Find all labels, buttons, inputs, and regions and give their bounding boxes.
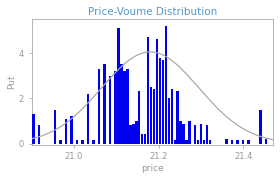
Bar [150,87,152,143]
Bar [165,26,167,143]
Bar [247,140,250,143]
Bar [242,140,244,143]
Bar [265,139,267,143]
X-axis label: price: price [141,164,164,173]
Bar [179,121,182,143]
Bar [117,28,120,143]
Bar [103,64,106,143]
Bar [132,124,135,143]
Bar [194,125,196,143]
Bar [200,124,202,143]
Bar [176,91,179,143]
Bar [87,94,89,143]
Bar [259,110,262,143]
Bar [159,58,161,143]
Bar [135,121,137,143]
Bar [120,64,123,143]
Title: Price-Voume Distribution: Price-Voume Distribution [88,7,217,17]
Bar [162,60,164,143]
Bar [123,71,126,143]
Bar [81,140,84,143]
Bar [188,121,191,143]
Bar [144,134,146,143]
Bar [231,140,233,143]
Bar [98,69,100,143]
Bar [138,91,141,143]
Bar [38,125,40,143]
Bar [147,37,149,143]
Bar [126,69,129,143]
Bar [32,114,35,143]
Bar [153,89,155,143]
Bar [236,140,239,143]
Bar [65,119,67,143]
Bar [174,140,176,143]
Y-axis label: Put: Put [7,75,16,89]
Bar [156,39,158,143]
Bar [197,140,199,143]
Bar [182,124,185,143]
Bar [206,125,208,143]
Bar [92,140,95,143]
Bar [225,139,228,143]
Bar [129,125,132,143]
Bar [109,76,111,143]
Bar [171,89,173,143]
Bar [54,110,56,143]
Bar [59,140,62,143]
Bar [76,140,78,143]
Bar [141,134,143,143]
Bar [114,71,117,143]
Bar [70,116,73,143]
Bar [185,140,188,143]
Bar [209,140,211,143]
Bar [168,98,170,143]
Bar [203,140,205,143]
